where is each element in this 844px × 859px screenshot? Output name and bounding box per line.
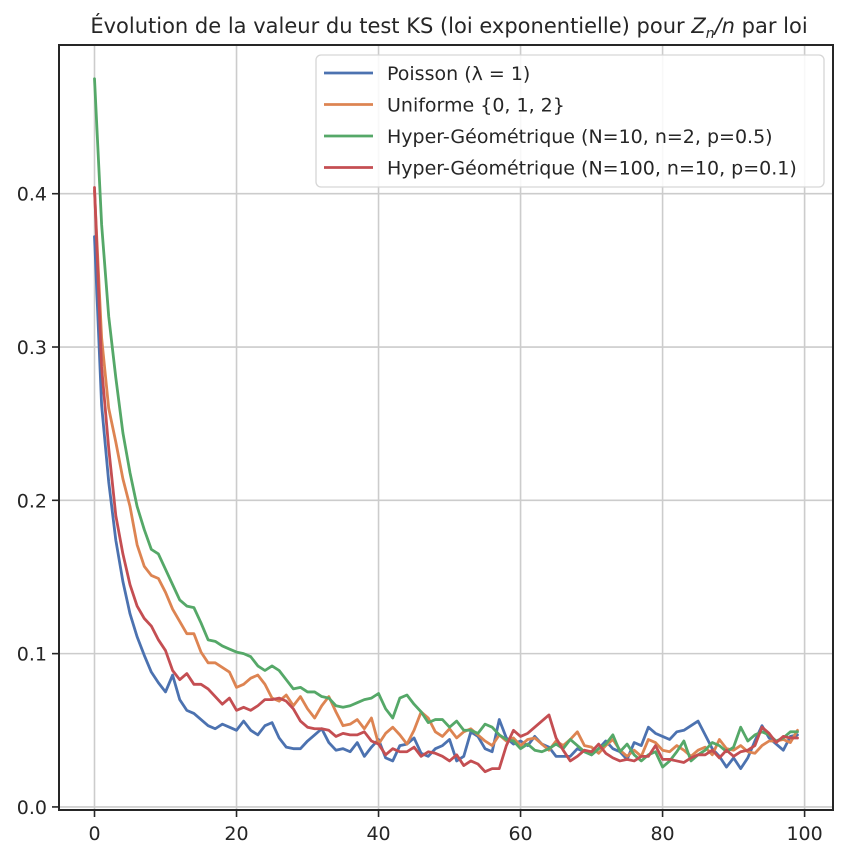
x-tick-label: 80 (650, 823, 674, 845)
series-line-4 (93, 186, 799, 774)
y-tick-label: 0.1 (17, 644, 47, 666)
x-tick-label: 40 (366, 823, 390, 845)
chart-title-prefix: Évolution de la valeur du test KS (loi e… (90, 13, 691, 38)
axes-frame (58, 44, 834, 811)
y-tick-label: 0.2 (17, 490, 47, 512)
x-tick-label: 60 (508, 823, 532, 845)
axis-ticks: 0 20 40 60 80 100 0.0 0.1 0.2 0.3 0.4 (17, 184, 823, 845)
legend-label: Poisson (λ = 1) (387, 63, 530, 85)
y-tick-label: 0.0 (17, 797, 47, 819)
legend-label: Hyper-Géométrique (N=100, n=10, p=0.1) (387, 158, 797, 180)
series-line-1 (93, 235, 799, 771)
x-tick-label: 0 (88, 823, 100, 845)
x-tick-label: 20 (224, 823, 248, 845)
legend-label: Hyper-Géométrique (N=10, n=2, p=0.5) (387, 126, 773, 148)
legend-label: Uniforme {0, 1, 2} (387, 95, 565, 117)
legend-box (315, 54, 825, 188)
chart-title-suffix: par loi (735, 14, 808, 38)
y-tick-label: 0.3 (17, 337, 47, 359)
y-tick-label: 0.4 (17, 184, 47, 206)
series-line-3 (93, 77, 799, 769)
chart-title: Évolution de la valeur du test KS (loi e… (90, 13, 807, 42)
legend: Poisson (λ = 1) Uniforme {0, 1, 2} Hyper-G… (315, 54, 825, 188)
series-lines (93, 77, 799, 774)
x-tick-label: 100 (786, 823, 822, 845)
